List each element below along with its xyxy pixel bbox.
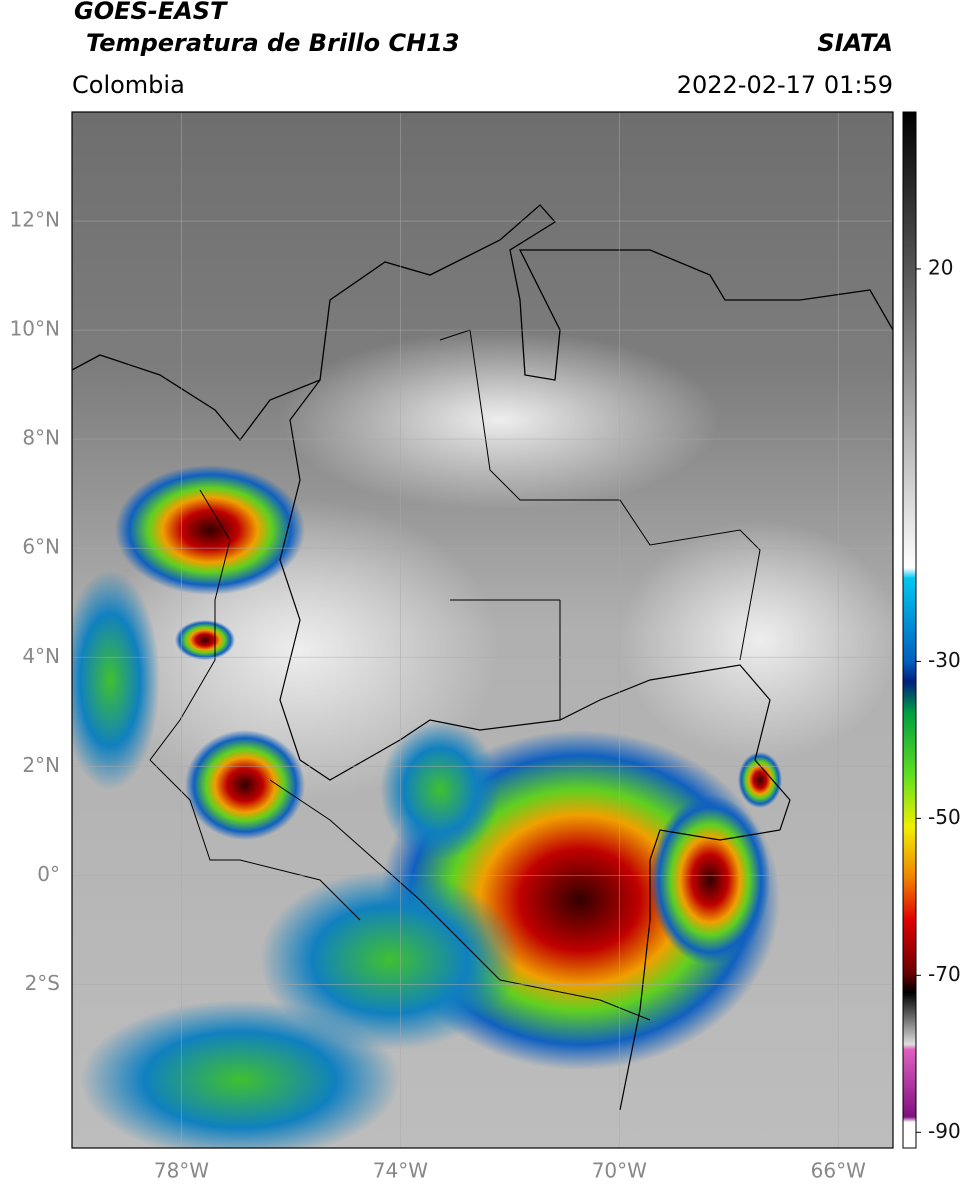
y-tick-label: 12°N	[10, 208, 60, 232]
y-tick-label: 8°N	[22, 426, 60, 450]
colorbar-tick-label: -50	[928, 805, 961, 829]
y-tick-label: 4°N	[22, 644, 60, 668]
grid	[72, 112, 893, 1148]
title: GOES-EAST	[74, 0, 228, 25]
colorbar	[902, 111, 917, 1149]
y-tick-label: 2°N	[22, 753, 60, 777]
colorbar-tick-label: 20	[928, 255, 953, 279]
region: Colombia	[72, 71, 185, 99]
colorbar-tick-label: -30	[928, 648, 961, 672]
x-tick-label: 70°W	[592, 1159, 647, 1183]
colorbar-tick-label: -70	[928, 962, 961, 986]
y-tick-label: 10°N	[10, 317, 60, 341]
colorbar-tick-label: -90	[928, 1119, 961, 1143]
subtitle: Temperatura de Brillo CH13	[86, 29, 460, 57]
x-tick-label: 66°W	[811, 1159, 866, 1183]
y-tick-label: 2°S	[25, 971, 60, 995]
datetime: 2022-02-17 01:59	[677, 71, 893, 99]
x-tick-label: 78°W	[154, 1159, 209, 1183]
satellite-image	[72, 112, 893, 1148]
source: SIATA	[817, 29, 893, 57]
y-tick-label: 6°N	[22, 535, 60, 559]
y-tick-label: 0°	[37, 862, 60, 886]
map-frame	[71, 111, 894, 1149]
x-tick-label: 74°W	[373, 1159, 428, 1183]
